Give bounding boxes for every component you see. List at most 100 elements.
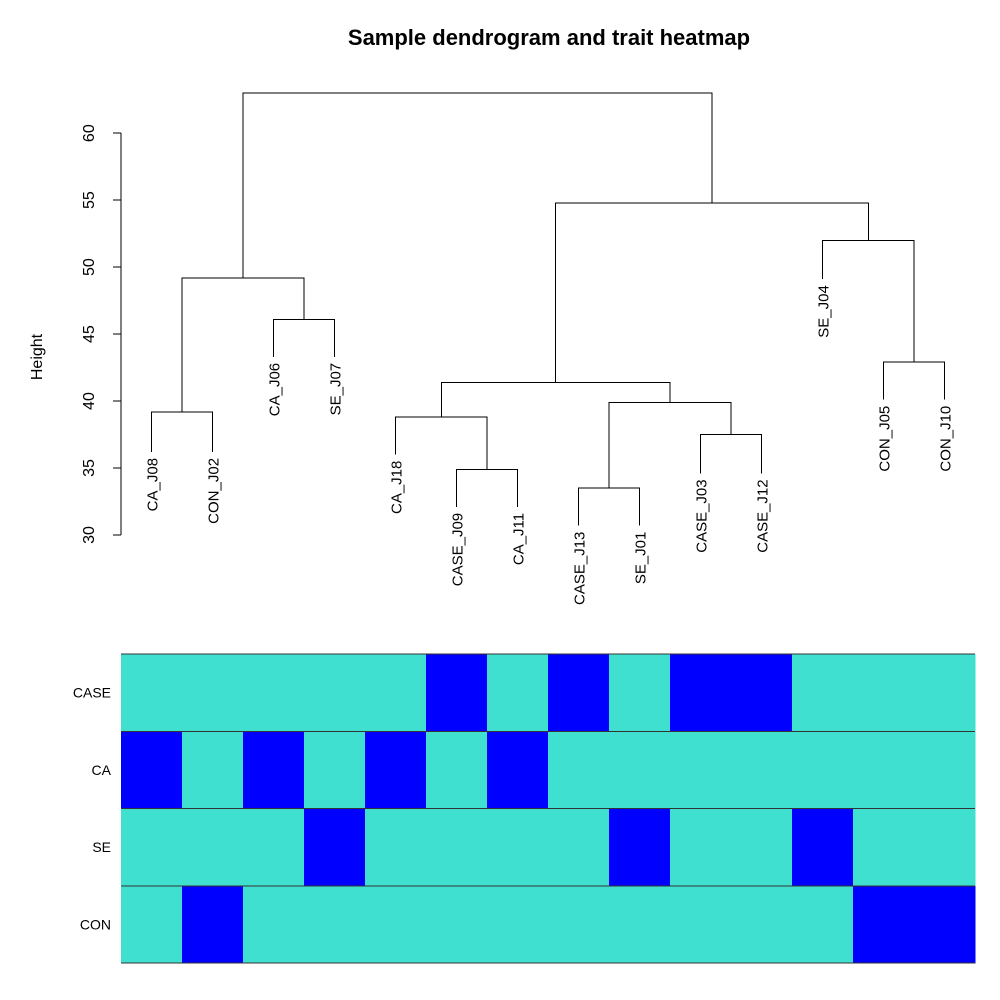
heatmap-cell <box>243 654 305 732</box>
heatmap-cell <box>731 731 793 809</box>
y-tick-label: 45 <box>81 325 98 343</box>
leaf-label: SE_J04 <box>816 285 833 338</box>
heatmap-cell <box>182 885 244 964</box>
y-tick-label: 40 <box>81 392 98 410</box>
dendrogram-branch <box>181 277 305 412</box>
heatmap-cell <box>914 808 976 887</box>
heatmap-cell <box>609 885 671 964</box>
heatmap-cell <box>548 885 610 964</box>
leaf-label: CA_J11 <box>511 513 528 565</box>
heatmap-row-label: CON <box>80 916 111 932</box>
heatmap-cell <box>487 731 549 809</box>
dendrogram-branch <box>578 487 640 526</box>
dendrogram-branch <box>273 318 335 357</box>
heatmap-row-label: CASE <box>73 685 111 701</box>
heatmap-cell <box>548 654 610 732</box>
leaf-label: CON_J02 <box>206 458 223 524</box>
leaf-label: CON_J10 <box>938 406 955 472</box>
y-tick-label: 60 <box>81 124 98 142</box>
leaf-label: CA_J08 <box>145 458 162 511</box>
leaf-labels: CA_J08 CON_J02 CA_J06 SE_J07 CA_J18 CASE_J09 C… <box>145 285 955 605</box>
leaf-label: CASE_J03 <box>694 479 711 552</box>
y-tick-label: 30 <box>81 526 98 544</box>
y-tick-label: 55 <box>81 191 98 209</box>
chart-title: Sample dendrogram and trait heatmap <box>348 25 750 50</box>
heatmap-cell <box>792 808 854 887</box>
leaf-label: CASE_J13 <box>572 532 589 605</box>
heatmap-cell <box>304 731 366 809</box>
heatmap-cell <box>731 808 793 887</box>
heatmap-row-label: CA <box>92 762 112 778</box>
heatmap-cell <box>243 885 305 964</box>
heatmap-cell <box>792 731 854 809</box>
heatmap-cell <box>609 654 671 732</box>
heatmap-cell <box>914 731 976 809</box>
leaf-label: CA_J18 <box>389 461 406 514</box>
heatmap-cell <box>853 731 915 809</box>
heatmap-cell <box>365 885 427 964</box>
dendrogram-branch <box>151 411 213 452</box>
heatmap-cell <box>182 731 244 809</box>
heatmap-cell <box>121 808 183 887</box>
heatmap-cell <box>609 808 671 887</box>
heatmap-cell <box>121 885 183 964</box>
y-axis-label: Height <box>29 333 46 380</box>
heatmap-cell <box>487 885 549 964</box>
heatmap-cell <box>731 885 793 964</box>
y-axis: 30 35 40 45 50 55 60 <box>81 124 122 544</box>
heatmap-cell <box>304 654 366 732</box>
heatmap-cell <box>731 654 793 732</box>
dendrogram-branch <box>456 468 518 507</box>
heatmap-cell <box>365 808 427 887</box>
y-tick-label: 35 <box>81 459 98 477</box>
heatmap-cell <box>426 654 488 732</box>
dendrogram <box>151 92 945 526</box>
heatmap-cell <box>853 885 915 964</box>
heatmap-row-label: SE <box>92 839 111 855</box>
leaf-label: CASE_J09 <box>450 513 467 586</box>
heatmap-cell <box>243 808 305 887</box>
dendrogram-branch <box>700 434 762 474</box>
heatmap-cell <box>792 885 854 964</box>
heatmap-cell <box>182 654 244 732</box>
heatmap-cell <box>121 654 183 732</box>
y-tick-label: 50 <box>81 258 98 276</box>
leaf-label: CON_J05 <box>877 406 894 472</box>
dendrogram-branch <box>440 381 671 418</box>
dendrogram-branch <box>242 92 713 278</box>
heatmap-cell <box>426 731 488 809</box>
heatmap-cell <box>914 654 976 732</box>
heatmap-cell <box>548 731 610 809</box>
heatmap-cell <box>792 654 854 732</box>
heatmap-cell <box>304 808 366 887</box>
heatmap-cell <box>121 731 183 809</box>
heatmap-cell <box>365 654 427 732</box>
trait-heatmap <box>121 653 976 964</box>
heatmap-cell <box>426 808 488 887</box>
heatmap-cell <box>365 731 427 809</box>
leaf-label: CASE_J12 <box>755 479 772 552</box>
heatmap-cell <box>548 808 610 887</box>
leaf-label: SE_J01 <box>633 532 650 585</box>
dendrogram-branch <box>395 416 488 470</box>
dendrogram-branch <box>608 401 732 489</box>
heatmap-cell <box>487 654 549 732</box>
heatmap-cell <box>914 885 976 964</box>
heatmap-cell <box>609 731 671 809</box>
heatmap-cell <box>670 808 732 887</box>
heatmap-cell <box>243 731 305 809</box>
dendrogram-branch <box>822 239 915 363</box>
heatmap-cell <box>426 885 488 964</box>
heatmap-cell <box>670 654 732 732</box>
heatmap-cell <box>670 731 732 809</box>
heatmap-cell <box>853 808 915 887</box>
dendrogram-branch <box>883 361 945 400</box>
leaf-label: SE_J07 <box>328 363 345 416</box>
heatmap-cell <box>670 885 732 964</box>
heatmap-cell <box>853 654 915 732</box>
heatmap-cell <box>487 808 549 887</box>
heatmap-cell <box>304 885 366 964</box>
leaf-label: CA_J06 <box>267 363 284 416</box>
